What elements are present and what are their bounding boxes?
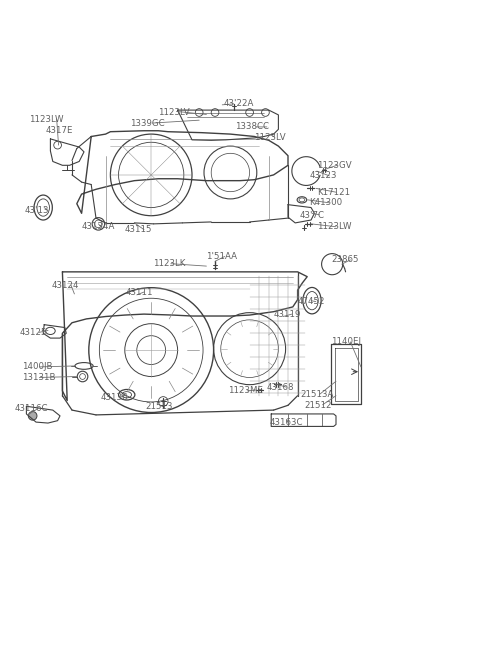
Text: 43'7C: 43'7C [300, 211, 325, 219]
Text: 1123ME: 1123ME [228, 386, 263, 396]
Text: 1338CC: 1338CC [235, 122, 269, 131]
Text: 21513: 21513 [145, 402, 172, 411]
Text: 43'22A: 43'22A [223, 99, 253, 108]
Text: 43136: 43136 [101, 393, 128, 402]
Text: 1140EJ: 1140EJ [331, 338, 361, 346]
Text: 1123LW: 1123LW [317, 222, 351, 231]
Text: 43111: 43111 [126, 288, 153, 296]
Text: 1400JB: 1400JB [22, 363, 52, 371]
Text: 1123LV: 1123LV [158, 108, 190, 117]
Text: 4317E: 4317E [46, 126, 73, 135]
Text: 1123LK: 1123LK [153, 260, 185, 268]
Text: 43168: 43168 [267, 382, 294, 392]
Text: 21513A: 21513A [300, 390, 334, 399]
Text: 21512: 21512 [304, 401, 332, 410]
Text: 43119: 43119 [274, 309, 301, 319]
Text: 43123: 43123 [310, 171, 337, 181]
Text: 1339GC: 1339GC [130, 118, 164, 127]
Text: 13131B: 13131B [22, 373, 55, 382]
Text: 1'51AA: 1'51AA [206, 252, 238, 261]
Text: K17121: K17121 [317, 188, 350, 196]
Text: 43163C: 43163C [270, 418, 303, 427]
Text: 43115: 43115 [125, 225, 152, 234]
Text: 1123LV: 1123LV [254, 133, 286, 142]
Text: 47452: 47452 [298, 297, 325, 306]
Text: 43'13: 43'13 [25, 206, 49, 215]
Text: 43125: 43125 [19, 328, 47, 337]
Text: 23865: 23865 [331, 256, 359, 264]
Text: 1123GV: 1123GV [317, 161, 351, 170]
Text: 43124: 43124 [52, 281, 79, 290]
Circle shape [28, 411, 37, 420]
Text: 43116C: 43116C [14, 403, 48, 413]
Text: K41300: K41300 [310, 198, 343, 207]
Text: 43134A: 43134A [82, 222, 115, 231]
Text: 1123LW: 1123LW [29, 115, 63, 124]
